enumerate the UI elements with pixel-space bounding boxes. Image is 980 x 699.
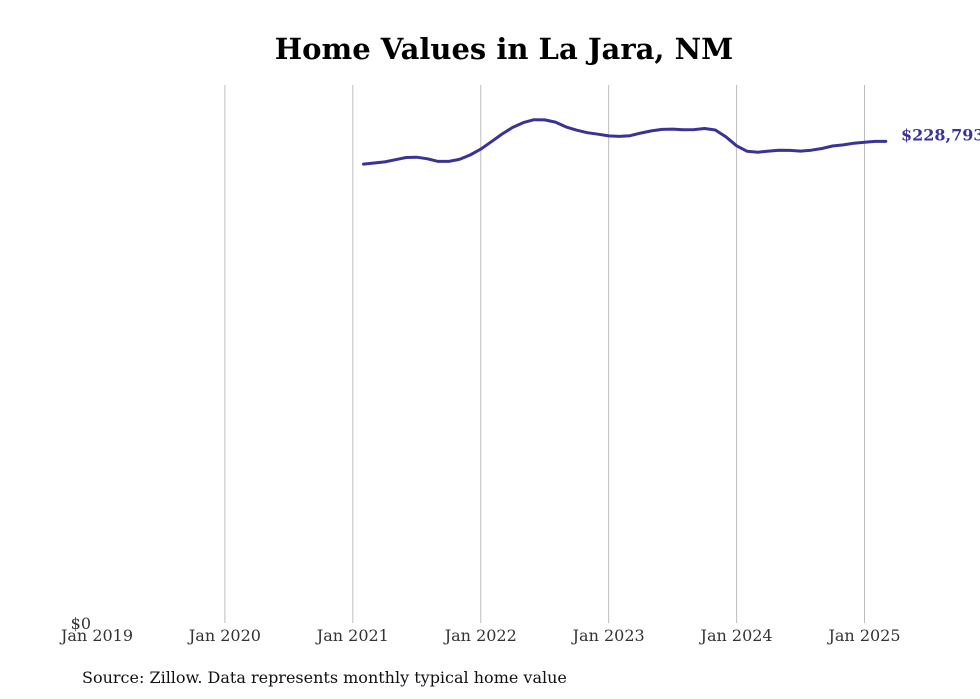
x-tick-label: Jan 2021 <box>315 626 389 645</box>
chart-title: Home Values in La Jara, NM <box>275 32 733 66</box>
x-axis-ticks: Jan 2019 Jan 2020 Jan 2021 Jan 2022 Jan 2023… <box>59 626 901 645</box>
x-tick-label: Jan 2023 <box>571 626 645 645</box>
end-value-label: $228,793 <box>901 125 980 144</box>
series-points <box>362 118 887 165</box>
source-note: Source: Zillow. Data represents monthly … <box>82 668 567 687</box>
y-tick-label: $0 <box>71 614 91 633</box>
x-tick-label: Jan 2022 <box>443 626 517 645</box>
x-tick-label: Jan 2020 <box>187 626 261 645</box>
x-tick-label: Jan 2025 <box>826 626 900 645</box>
gridlines <box>224 85 865 623</box>
x-tick-label: Jan 2019 <box>59 626 133 645</box>
x-tick-label: Jan 2024 <box>699 626 773 645</box>
y-axis-ticks: $0 <box>71 614 91 633</box>
series-line <box>362 118 888 166</box>
